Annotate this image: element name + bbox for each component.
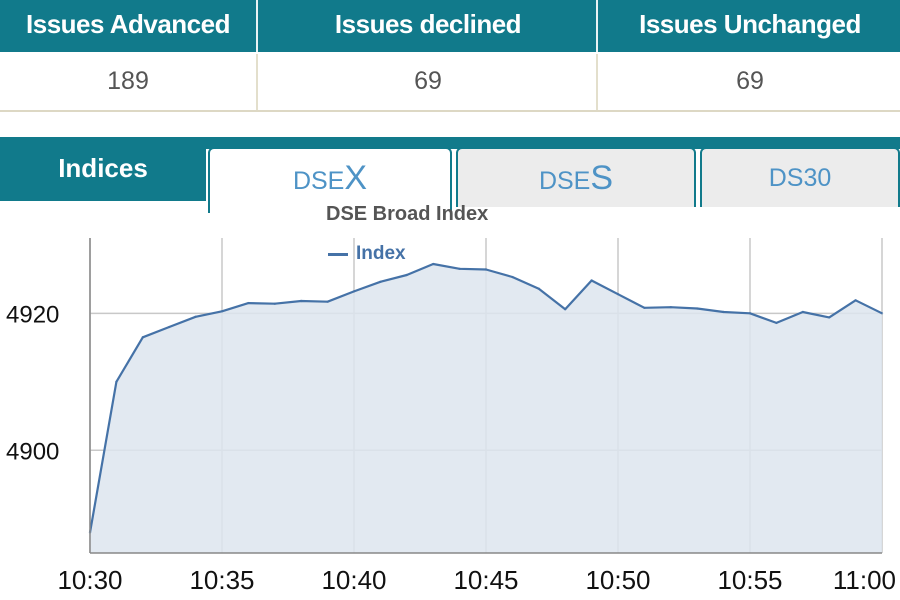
data-point [722, 310, 725, 314]
market-stats-table: Issues Advanced Issues declined Issues U… [0, 0, 900, 112]
tab-ds30-label: DS30 [768, 164, 832, 192]
tab-dses[interactable]: DSES [456, 147, 696, 207]
data-point [775, 321, 778, 325]
tab-dsex-prefix: DSE [292, 167, 345, 195]
tab-dsex[interactable]: DSEX [208, 147, 452, 213]
data-point [669, 305, 672, 309]
data-point [537, 287, 540, 290]
data-point [352, 290, 356, 293]
data-point [801, 310, 804, 314]
data-point [564, 308, 567, 311]
data-point [194, 315, 197, 318]
data-point [326, 300, 329, 303]
issues-unchanged-value: 69 [596, 54, 900, 110]
legend-swatch-index [328, 253, 348, 256]
data-point [696, 307, 699, 310]
legend-label-index: Index [356, 243, 406, 264]
data-point [748, 312, 752, 315]
tab-bar-strip [0, 137, 900, 149]
data-point [616, 292, 620, 296]
indices-section-label: Indices [0, 137, 206, 197]
dse-broad-index-chart: 10:30 10:35 10:40 10:45 10:50 10:55 11:00 4900 4… [6, 238, 896, 595]
chart-title: DSE Broad Index [326, 203, 489, 225]
market-stats-values-row: 189 69 69 [0, 54, 900, 112]
tab-dses-prefix: DSE [538, 167, 591, 195]
tab-ds30[interactable]: DS30 [700, 147, 900, 207]
data-point [458, 267, 461, 271]
tab-dses-suffix: S [590, 159, 614, 197]
chart-area-layer [88, 262, 884, 553]
issues-unchanged-header: Issues Unchanged [596, 0, 900, 52]
data-point [379, 280, 382, 284]
x-tick-label: 10:55 [717, 565, 782, 595]
data-point [300, 299, 303, 303]
data-point [432, 262, 435, 266]
market-stats-header: Issues Advanced Issues declined Issues U… [0, 0, 900, 52]
data-point [854, 299, 857, 302]
data-point [247, 301, 250, 305]
x-tick-label: 10:50 [585, 565, 650, 595]
indices-tab-bar: Indices DSEX DSES DS30 [0, 137, 900, 213]
indices-section-underline [0, 197, 206, 201]
data-point [880, 312, 884, 315]
data-point [828, 316, 831, 319]
data-point [115, 380, 118, 384]
x-tick-label: 11:00 [833, 565, 896, 595]
data-point [405, 273, 408, 277]
x-tick-label: 10:30 [57, 565, 122, 595]
data-point [484, 268, 488, 271]
data-point [511, 275, 514, 279]
data-point [141, 336, 144, 339]
tab-dsex-suffix: X [344, 159, 368, 197]
issues-declined-value: 69 [256, 54, 598, 110]
x-tick-label: 10:45 [453, 565, 518, 595]
chart-axes: 10:30 10:35 10:40 10:45 10:50 10:55 11:00 4900 4… [6, 238, 896, 595]
issues-declined-header: Issues declined [256, 0, 598, 52]
y-tick-label: 4920 [6, 301, 59, 328]
x-tick-label: 10:35 [189, 565, 254, 595]
data-point [273, 302, 276, 305]
y-tick-label: 4900 [6, 438, 59, 465]
x-tick-label: 10:40 [321, 565, 386, 595]
issues-advanced-header: Issues Advanced [26, 9, 230, 39]
issues-advanced-value: 189 [107, 67, 149, 95]
data-point [220, 310, 224, 313]
data-point [643, 306, 646, 310]
series-area-index [90, 264, 882, 553]
data-point [590, 279, 593, 282]
data-point [168, 325, 171, 329]
